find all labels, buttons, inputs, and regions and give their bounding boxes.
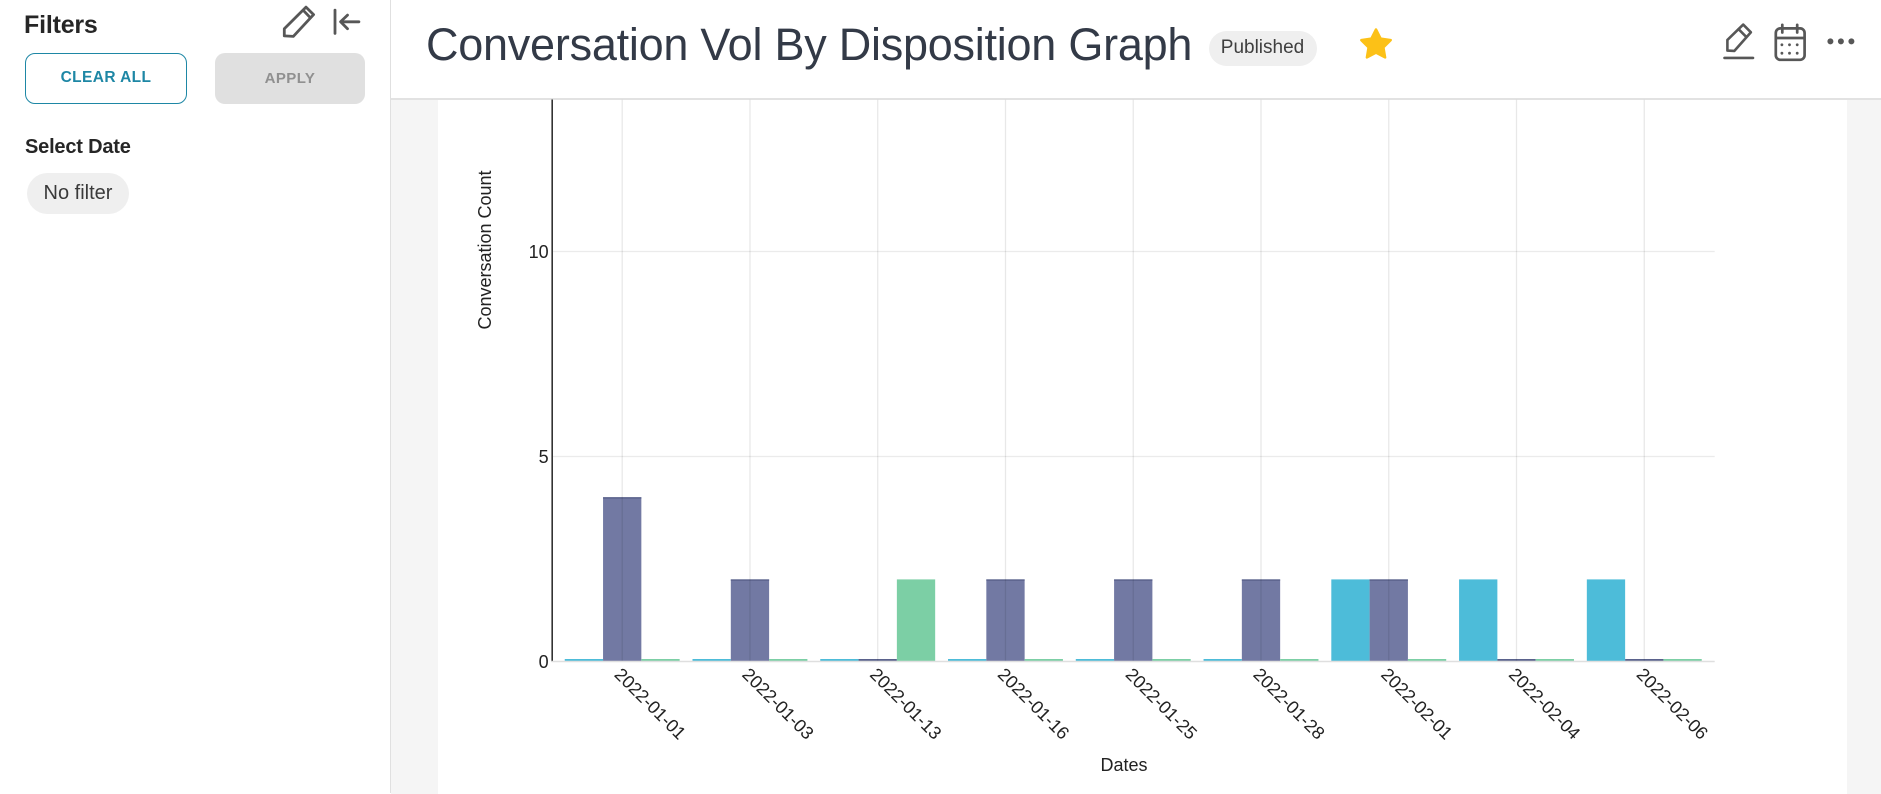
svg-text:2022-02-01: 2022-02-01 [1377, 664, 1456, 743]
svg-text:5: 5 [539, 447, 549, 467]
svg-text:2022-01-03: 2022-01-03 [738, 664, 817, 743]
svg-text:2022-01-16: 2022-01-16 [994, 664, 1073, 743]
svg-text:2022-02-06: 2022-02-06 [1633, 664, 1712, 743]
svg-text:2022-01-13: 2022-01-13 [866, 664, 945, 743]
svg-text:Conversation Count: Conversation Count [475, 170, 495, 329]
svg-text:Dates: Dates [1100, 755, 1147, 775]
svg-text:10: 10 [529, 242, 549, 262]
svg-text:2022-01-25: 2022-01-25 [1122, 664, 1201, 743]
svg-text:2022-01-01: 2022-01-01 [611, 664, 690, 743]
svg-text:0: 0 [539, 652, 549, 672]
svg-text:2022-01-28: 2022-01-28 [1249, 664, 1328, 743]
svg-text:2022-02-04: 2022-02-04 [1505, 664, 1584, 743]
